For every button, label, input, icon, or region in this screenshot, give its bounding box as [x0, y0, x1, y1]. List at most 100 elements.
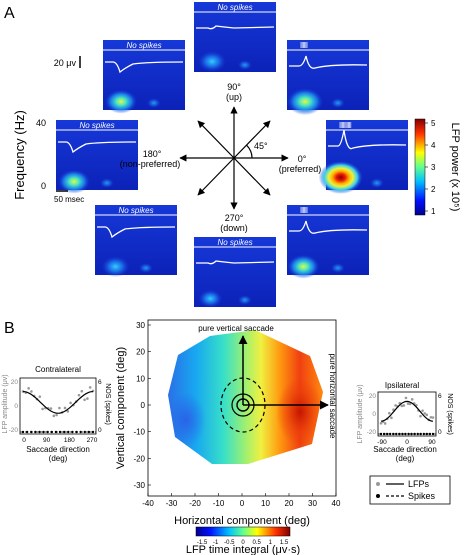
lfp-data-point — [383, 422, 387, 425]
integral-colorbar-ticks: -1.5 -1 -0.5 0 0.5 1 1.5 — [197, 540, 289, 546]
tuning-xtick-label: 0 — [405, 439, 409, 446]
integral-colorbar-tick-label: 1 — [269, 540, 273, 546]
ipsilateral-ylabel-right: NOS (spikes) — [446, 393, 453, 435]
lfp-data-point — [404, 396, 408, 400]
power-colorbar-ticks: 5 4 3 2 1 — [425, 119, 436, 216]
lfp-data-point — [425, 413, 429, 417]
direction-left-deg: 180° — [143, 149, 162, 159]
freq-tick-bottom: 0 — [41, 181, 46, 191]
lfp-fit-curve — [22, 391, 94, 414]
lfp-data-point — [406, 402, 410, 405]
integral-colorbar-tick-label: -1 — [213, 540, 219, 546]
arrow-up-left — [197, 120, 235, 159]
direction-right-deg: 0° — [298, 154, 307, 164]
no-spikes-label: No spikes — [217, 3, 252, 12]
map-xtick-label: -10 — [213, 499, 225, 508]
lfp-data-point — [86, 397, 89, 400]
no-spikes-label: No spikes — [79, 121, 114, 130]
map-ytick-label: -30 — [133, 481, 145, 490]
lfp-data-point — [379, 421, 383, 425]
map-ytick-label: 20 — [136, 348, 145, 357]
power-colorbar — [414, 118, 426, 216]
power-colorbar-tick-label: 5 — [431, 119, 436, 128]
lfp-trace — [105, 61, 184, 74]
map-xtick-label: -40 — [142, 499, 154, 508]
lfp-data-point — [30, 390, 33, 393]
map-ylabel: Vertical component (deg) — [115, 347, 127, 469]
map-xtick-label: -30 — [166, 499, 178, 508]
direction-up: (up) — [226, 92, 242, 102]
spectrogram-secondary-blob — [369, 178, 384, 188]
spike-raster — [300, 42, 308, 48]
pure-vertical-label: pure vertical saccade — [198, 324, 274, 333]
tuning-ytick-right-label: 0 — [98, 427, 102, 434]
map-cold-region — [168, 392, 206, 448]
ipsilateral-ylabel-left: LFP amplitude (μv) — [357, 384, 364, 443]
tuning-xtick-label: 0 — [22, 437, 26, 444]
ipsilateral-xlabel-2: (deg) — [396, 454, 415, 463]
pure-horizontal-label: pure horizontal saccade — [328, 354, 337, 439]
tuning-xtick-label: -90 — [377, 439, 387, 446]
legend-lfp-gray-dot — [376, 482, 380, 486]
lfp-data-point — [63, 406, 67, 410]
spectrogram-up-right — [287, 40, 369, 116]
angle-arc — [246, 144, 253, 159]
spike-data-point — [38, 430, 41, 434]
lfp-data-point — [55, 413, 58, 417]
map-ytick-label: 0 — [141, 401, 146, 410]
tuning-xtick-label: 270 — [87, 437, 98, 444]
legend-spike-label: Spikes — [408, 491, 436, 501]
arrow-down-left — [197, 157, 235, 196]
scale-bar-label: 20 μv — [54, 58, 77, 68]
contralateral-ylabel-right: NOS (spikes) — [104, 383, 111, 425]
direction-down-deg: 270° — [225, 213, 244, 223]
spectrogram-secondary-blob — [146, 98, 161, 108]
tuning-ytick-left-label: -20 — [9, 427, 19, 434]
direction-right: (preferred) — [279, 164, 322, 174]
integral-colorbar-tick-label: 0 — [241, 540, 245, 546]
power-colorbar-tick-label: 3 — [431, 163, 436, 172]
spike-data-point — [42, 430, 45, 434]
ipsilateral-xlabel-1: Saccade direction — [373, 445, 437, 454]
tuning-ytick-left-label: 20 — [11, 379, 19, 386]
freq-tick-top: 40 — [36, 118, 46, 128]
spectrogram-secondary-blob — [237, 295, 252, 305]
tuning-ytick-right-label: 6 — [438, 393, 442, 400]
lfp-data-point — [423, 412, 426, 415]
integral-colorbar-tick-label: -1.5 — [197, 540, 208, 546]
lfp-data-point — [66, 410, 70, 413]
tuning-ytick-right-label: 0 — [438, 429, 442, 436]
legend-lfp-label: LFPs — [408, 479, 430, 489]
lfp-data-point — [69, 401, 72, 405]
spike-data-point — [395, 432, 398, 436]
spectrogram-power-blob — [287, 88, 324, 116]
arrow-up-right — [233, 120, 271, 159]
lfp-data-point — [83, 398, 86, 402]
lfp-data-point — [58, 406, 61, 410]
contralateral-plot-frame — [19, 377, 97, 435]
lfp-trace — [97, 226, 176, 239]
map-xtick-label: 10 — [261, 499, 270, 508]
spectrogram-secondary-blob — [330, 98, 345, 108]
tuning-ytick-left-label: 20 — [369, 393, 377, 400]
spectrogram-right — [318, 120, 408, 194]
contralateral-title: Contralateral — [35, 365, 81, 374]
map-xtick-label: 30 — [308, 499, 317, 508]
lfp-data-point — [402, 404, 406, 407]
lfp-data-point — [390, 416, 393, 420]
spectrogram-secondary-blob — [138, 263, 153, 273]
spike-data-point — [67, 430, 70, 434]
no-spikes-label: No spikes — [126, 41, 161, 50]
spike-data-point — [62, 430, 66, 434]
lfp-data-point — [80, 389, 84, 393]
tuning-ytick-left-label: 0 — [372, 411, 376, 418]
map-ytick-label: -20 — [133, 454, 145, 463]
spectrogram-secondary-blob — [330, 263, 345, 273]
direction-up-deg: 90° — [227, 82, 241, 92]
spike-raster — [300, 207, 308, 213]
spectrogram-power-blob — [287, 254, 320, 279]
lfp-data-point — [49, 407, 53, 410]
spike-data-point — [87, 430, 91, 434]
